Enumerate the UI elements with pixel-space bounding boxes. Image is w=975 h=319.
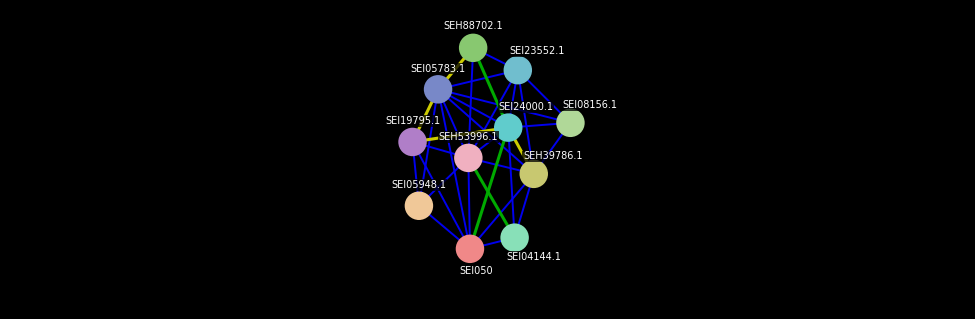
- Text: SEI04144.1: SEI04144.1: [506, 252, 562, 262]
- Text: SEI050: SEI050: [459, 266, 493, 276]
- Text: SEI19795.1: SEI19795.1: [385, 116, 440, 126]
- Circle shape: [521, 160, 547, 187]
- Text: SEI05783.1: SEI05783.1: [410, 63, 466, 74]
- Circle shape: [425, 76, 451, 103]
- Text: SEI23552.1: SEI23552.1: [509, 46, 565, 56]
- Circle shape: [460, 34, 487, 61]
- Circle shape: [406, 192, 432, 219]
- Circle shape: [557, 109, 584, 136]
- Text: SEH88702.1: SEH88702.1: [444, 20, 503, 31]
- Text: SEH39786.1: SEH39786.1: [524, 151, 583, 161]
- Text: SEI05948.1: SEI05948.1: [391, 180, 447, 190]
- Circle shape: [399, 129, 426, 155]
- Circle shape: [495, 114, 522, 141]
- Circle shape: [501, 224, 528, 251]
- Text: SEI24000.1: SEI24000.1: [498, 102, 553, 112]
- Circle shape: [455, 145, 482, 171]
- Circle shape: [504, 57, 531, 84]
- Text: SEH53996.1: SEH53996.1: [439, 132, 498, 142]
- Circle shape: [456, 235, 484, 262]
- Text: SEI08156.1: SEI08156.1: [562, 100, 617, 110]
